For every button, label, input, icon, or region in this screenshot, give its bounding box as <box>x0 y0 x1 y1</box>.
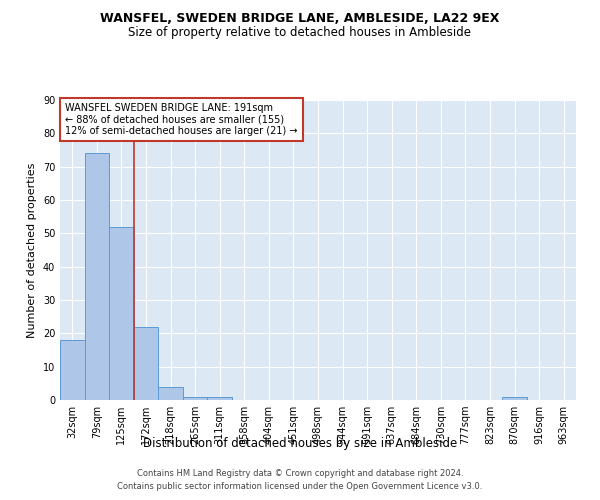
Bar <box>183 396 208 400</box>
Text: Contains HM Land Registry data © Crown copyright and database right 2024.: Contains HM Land Registry data © Crown c… <box>137 468 463 477</box>
Y-axis label: Number of detached properties: Number of detached properties <box>27 162 37 338</box>
Bar <box>502 396 527 400</box>
Text: Contains public sector information licensed under the Open Government Licence v3: Contains public sector information licen… <box>118 482 482 491</box>
Text: WANSFEL, SWEDEN BRIDGE LANE, AMBLESIDE, LA22 9EX: WANSFEL, SWEDEN BRIDGE LANE, AMBLESIDE, … <box>100 12 500 26</box>
Bar <box>109 226 134 400</box>
Bar <box>85 154 109 400</box>
Bar <box>134 326 158 400</box>
Bar <box>158 386 183 400</box>
Bar <box>60 340 85 400</box>
Text: Size of property relative to detached houses in Ambleside: Size of property relative to detached ho… <box>128 26 472 39</box>
Text: WANSFEL SWEDEN BRIDGE LANE: 191sqm
← 88% of detached houses are smaller (155)
12: WANSFEL SWEDEN BRIDGE LANE: 191sqm ← 88%… <box>65 103 298 136</box>
Bar <box>208 396 232 400</box>
Text: Distribution of detached houses by size in Ambleside: Distribution of detached houses by size … <box>143 438 457 450</box>
